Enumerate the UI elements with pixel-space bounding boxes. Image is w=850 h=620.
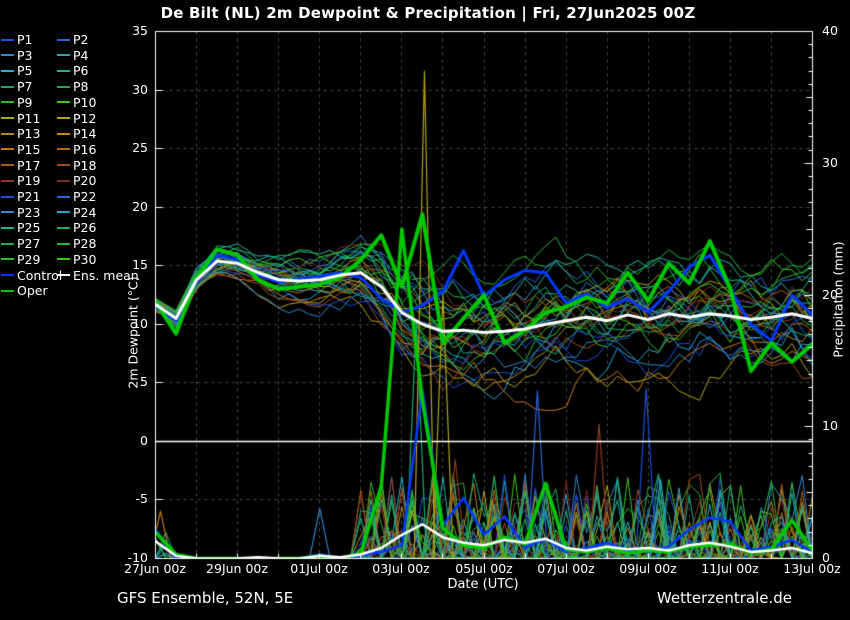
y-left-tick-15: 15 bbox=[88, 259, 148, 271]
y-left-tick-0: 0 bbox=[88, 435, 148, 447]
y-right-tick-20: 20 bbox=[822, 289, 850, 301]
axis-tick-labels: 35302520151050-5-1040302010027Jun 00z29J… bbox=[0, 0, 850, 620]
y-left-tick-35: 35 bbox=[88, 25, 148, 37]
y-right-tick-30: 30 bbox=[822, 157, 850, 169]
x-tick-8: 13Jul 00z bbox=[772, 563, 850, 575]
x-tick-0: 27Jun 00z bbox=[115, 563, 195, 575]
x-tick-4: 05Jul 00z bbox=[444, 563, 524, 575]
meteogram-page: De Bilt (NL) 2m Dewpoint & Precipitation… bbox=[0, 0, 850, 620]
y-right-tick-40: 40 bbox=[822, 25, 850, 37]
x-tick-3: 03Jul 00z bbox=[361, 563, 441, 575]
y-left-tick-30: 30 bbox=[88, 84, 148, 96]
y-left-tick-20: 20 bbox=[88, 201, 148, 213]
x-tick-2: 01Jul 00z bbox=[279, 563, 359, 575]
x-tick-5: 07Jul 00z bbox=[526, 563, 606, 575]
x-tick-7: 11Jul 00z bbox=[690, 563, 770, 575]
y-left-tick-5: 5 bbox=[88, 376, 148, 388]
x-tick-1: 29Jun 00z bbox=[197, 563, 277, 575]
y-left-tick--5: -5 bbox=[88, 493, 148, 505]
y-right-tick-10: 10 bbox=[822, 420, 850, 432]
y-left-tick-25: 25 bbox=[88, 142, 148, 154]
y-left-tick-10: 10 bbox=[88, 318, 148, 330]
x-tick-6: 09Jul 00z bbox=[608, 563, 688, 575]
